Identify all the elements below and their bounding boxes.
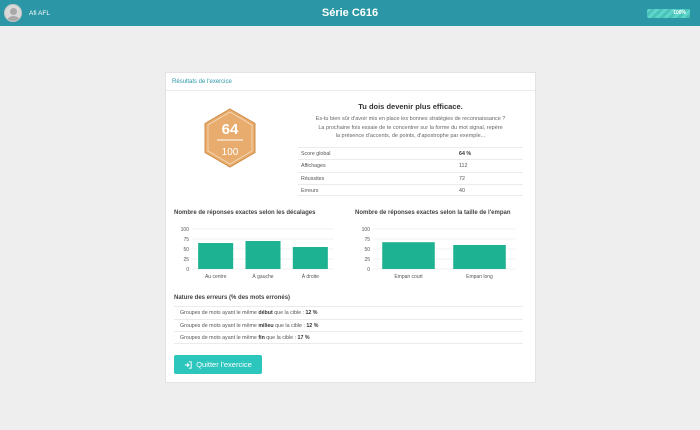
x-tick-label: Empan long: [466, 274, 493, 280]
y-tick-label: 25: [364, 257, 370, 263]
stat-row-successes: Réussites 72: [298, 171, 523, 184]
feedback-line: Es-tu bien sûr d'avoir mis en place les …: [315, 116, 506, 122]
bar: [292, 247, 328, 269]
x-tick-label: À gauche: [252, 273, 273, 280]
chart-title-span: Nombre de réponses exactes selon la tail…: [355, 210, 511, 216]
y-tick-label: 75: [364, 237, 370, 243]
error-text: Groupes de mots ayant le même: [180, 310, 259, 316]
user-menu[interactable]: Afi AFL: [4, 4, 50, 22]
span-bar-chart: 0 25 50 75 100 Empan court Empan long: [362, 227, 515, 280]
card-title: Résultats de l'exercice: [166, 73, 535, 91]
error-row-start: Groupes de mots ayant le même début que …: [174, 306, 523, 319]
bar: [382, 242, 435, 269]
error-text: Groupes de mots ayant le même: [180, 335, 259, 342]
y-tick-label: 100: [181, 227, 190, 233]
stat-row-errors: Erreurs 40: [298, 183, 523, 197]
stat-value: 40: [459, 187, 465, 194]
stat-label: Erreurs: [301, 187, 319, 194]
stat-label: Score global: [301, 151, 331, 157]
score-value: 64: [221, 121, 239, 138]
errors-title: Nature des erreurs (% des mots erronés): [174, 295, 291, 301]
x-tick-label: Empan court: [394, 274, 423, 280]
avatar[interactable]: [4, 4, 22, 22]
error-text: que la cible :: [272, 310, 306, 316]
stat-row-displays: Affichages 112: [298, 159, 523, 171]
errors-list: Groupes de mots ayant le même début que …: [174, 306, 523, 345]
y-tick-label: 100: [362, 227, 371, 233]
error-row-middle: Groupes de mots ayant le même milieu que…: [174, 318, 523, 332]
stat-value: 112: [459, 163, 468, 170]
stat-label: Affichages: [301, 163, 326, 170]
stats-table: Score global 64 % Affichages 112 Réussit…: [298, 147, 523, 197]
progress-bar: 100%: [647, 9, 690, 18]
bar: [245, 241, 281, 269]
x-tick-label: À droite: [302, 273, 319, 280]
error-value: 12 %: [305, 310, 318, 316]
progress-label: 100%: [673, 10, 686, 16]
y-tick-label: 25: [183, 257, 189, 263]
page-title: Série C616: [321, 7, 379, 19]
stat-value: 72: [459, 175, 465, 182]
feedback-title: Tu dois devenir plus efficace.: [358, 102, 463, 111]
quit-exercise-button[interactable]: Quitter l'exercice: [174, 355, 262, 374]
bar: [198, 243, 234, 269]
chart-title-offsets: Nombre de réponses exactes selon les déc…: [174, 210, 316, 216]
bar: [453, 245, 506, 269]
feedback-line: la présence d'accents, de points, d'apos…: [335, 133, 486, 139]
error-text: Groupes de mots ayant le même: [180, 322, 259, 329]
feedback-line: La prochaine fois essaie de te concentre…: [318, 124, 503, 131]
error-text: que la cible :: [273, 322, 307, 329]
offsets-bar-chart: 0 25 50 75 100 Au centre À gauche À droite: [181, 227, 334, 280]
y-tick-label: 50: [183, 247, 189, 253]
error-text: que la cible :: [264, 335, 298, 342]
quit-label: Quitter l'exercice: [196, 360, 252, 369]
y-tick-label: 0: [367, 267, 370, 273]
y-tick-label: 50: [364, 247, 370, 253]
error-key: fin: [258, 335, 265, 342]
error-key: début: [258, 310, 273, 316]
username: Afi AFL: [29, 9, 50, 17]
score-total: 100: [221, 147, 239, 158]
stat-row-score: Score global 64 %: [298, 147, 523, 159]
stat-value: 64 %: [459, 151, 472, 157]
y-tick-label: 75: [183, 237, 189, 243]
stat-label: Réussites: [301, 175, 325, 182]
error-row-end: Groupes de mots ayant le même fin que la…: [174, 331, 523, 345]
score-hexagon: [204, 108, 256, 168]
x-tick-label: Au centre: [205, 274, 227, 280]
y-tick-label: 0: [186, 267, 189, 273]
error-key: milieu: [258, 322, 274, 329]
sign-out-icon: [184, 360, 192, 369]
error-value: 12 %: [306, 322, 319, 329]
top-bar: Afi AFL Série C616 100%: [0, 0, 700, 26]
results-card: Résultats de l'exercice 64 100 Tu dois d…: [165, 72, 536, 383]
error-value: 17 %: [297, 335, 310, 342]
feedback-text: Es-tu bien sûr d'avoir mis en place les …: [298, 115, 523, 141]
